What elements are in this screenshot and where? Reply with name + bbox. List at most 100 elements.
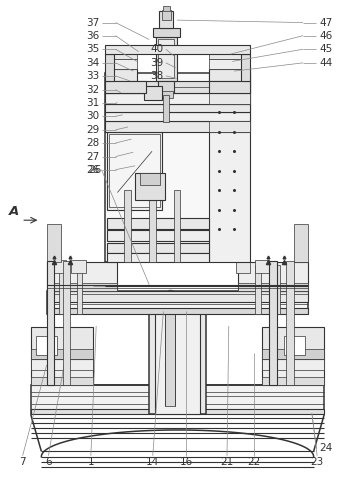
Text: 30: 30 <box>87 111 100 121</box>
Bar <box>105 59 137 69</box>
Text: 31: 31 <box>87 98 100 108</box>
Text: 45: 45 <box>319 44 332 54</box>
Bar <box>294 224 308 262</box>
Bar <box>107 218 209 229</box>
Bar <box>107 132 162 209</box>
Bar <box>262 358 324 370</box>
Bar <box>47 308 308 314</box>
Bar <box>155 37 177 81</box>
Text: 34: 34 <box>87 58 100 68</box>
Bar <box>209 59 250 69</box>
Bar <box>158 38 174 78</box>
Bar <box>165 314 175 406</box>
Bar <box>31 327 93 358</box>
Bar <box>209 81 250 93</box>
Bar <box>237 283 308 291</box>
Bar <box>237 262 308 291</box>
Bar <box>59 265 64 314</box>
Bar <box>149 199 155 262</box>
Bar <box>154 305 201 414</box>
Bar <box>107 230 209 241</box>
Bar <box>174 189 180 262</box>
Text: 46: 46 <box>319 31 332 40</box>
Bar <box>153 28 180 37</box>
Text: 28: 28 <box>87 138 100 148</box>
Text: 14: 14 <box>146 457 159 467</box>
Text: 37: 37 <box>87 18 100 28</box>
Bar <box>149 303 206 414</box>
Bar <box>209 121 250 132</box>
Text: 40: 40 <box>150 44 163 54</box>
Bar <box>262 376 324 385</box>
Text: 47: 47 <box>319 18 332 28</box>
Bar <box>31 358 93 385</box>
Bar <box>262 358 324 385</box>
Bar <box>262 327 324 358</box>
Bar <box>31 376 93 385</box>
Text: 16: 16 <box>180 457 193 467</box>
Text: 26: 26 <box>87 165 100 175</box>
Text: 26: 26 <box>88 165 102 175</box>
Bar <box>52 261 66 273</box>
Bar <box>62 262 70 385</box>
Bar <box>105 73 250 262</box>
Bar <box>209 93 250 104</box>
Bar <box>209 52 250 59</box>
Bar <box>107 253 209 262</box>
Bar <box>125 189 131 262</box>
Bar <box>135 173 165 200</box>
Bar <box>47 291 308 314</box>
Text: 44: 44 <box>319 58 332 68</box>
Bar <box>241 54 250 81</box>
Bar <box>105 112 250 121</box>
Bar <box>107 243 209 253</box>
Bar <box>105 104 250 112</box>
Text: 1: 1 <box>88 457 94 467</box>
Bar <box>47 262 118 291</box>
Bar <box>284 336 305 355</box>
Bar <box>71 261 86 273</box>
Bar <box>163 5 170 11</box>
Bar <box>31 349 93 358</box>
Bar <box>140 173 160 185</box>
Bar <box>47 224 61 262</box>
Text: 7: 7 <box>19 457 26 467</box>
Bar <box>36 336 57 355</box>
Bar <box>162 10 171 20</box>
Bar <box>255 265 261 314</box>
Bar <box>209 69 250 81</box>
Bar <box>105 81 146 93</box>
Bar <box>77 265 82 314</box>
Bar <box>105 69 137 81</box>
Bar <box>286 262 294 385</box>
Text: 21: 21 <box>220 457 234 467</box>
Bar <box>47 291 308 302</box>
Text: 35: 35 <box>87 44 100 54</box>
Text: A: A <box>9 206 19 219</box>
Text: 22: 22 <box>247 457 260 467</box>
Bar <box>31 358 93 370</box>
Bar <box>47 283 118 291</box>
Bar <box>31 409 324 414</box>
Bar <box>105 45 250 54</box>
Bar <box>262 349 324 358</box>
Text: 38: 38 <box>150 71 163 81</box>
Bar <box>47 262 54 385</box>
Text: 36: 36 <box>87 31 100 40</box>
Text: 33: 33 <box>87 71 100 81</box>
Text: 27: 27 <box>87 151 100 162</box>
Text: 32: 32 <box>87 85 100 94</box>
Bar <box>109 134 160 207</box>
Bar <box>31 385 324 414</box>
Bar <box>144 86 162 100</box>
Bar <box>159 11 173 28</box>
Text: 23: 23 <box>311 457 324 467</box>
Bar <box>160 91 173 98</box>
Bar <box>209 73 250 262</box>
Bar <box>158 81 174 93</box>
Bar <box>275 265 280 314</box>
Bar <box>163 95 169 122</box>
Bar <box>255 261 269 273</box>
Bar <box>105 93 250 104</box>
Bar <box>105 121 250 132</box>
